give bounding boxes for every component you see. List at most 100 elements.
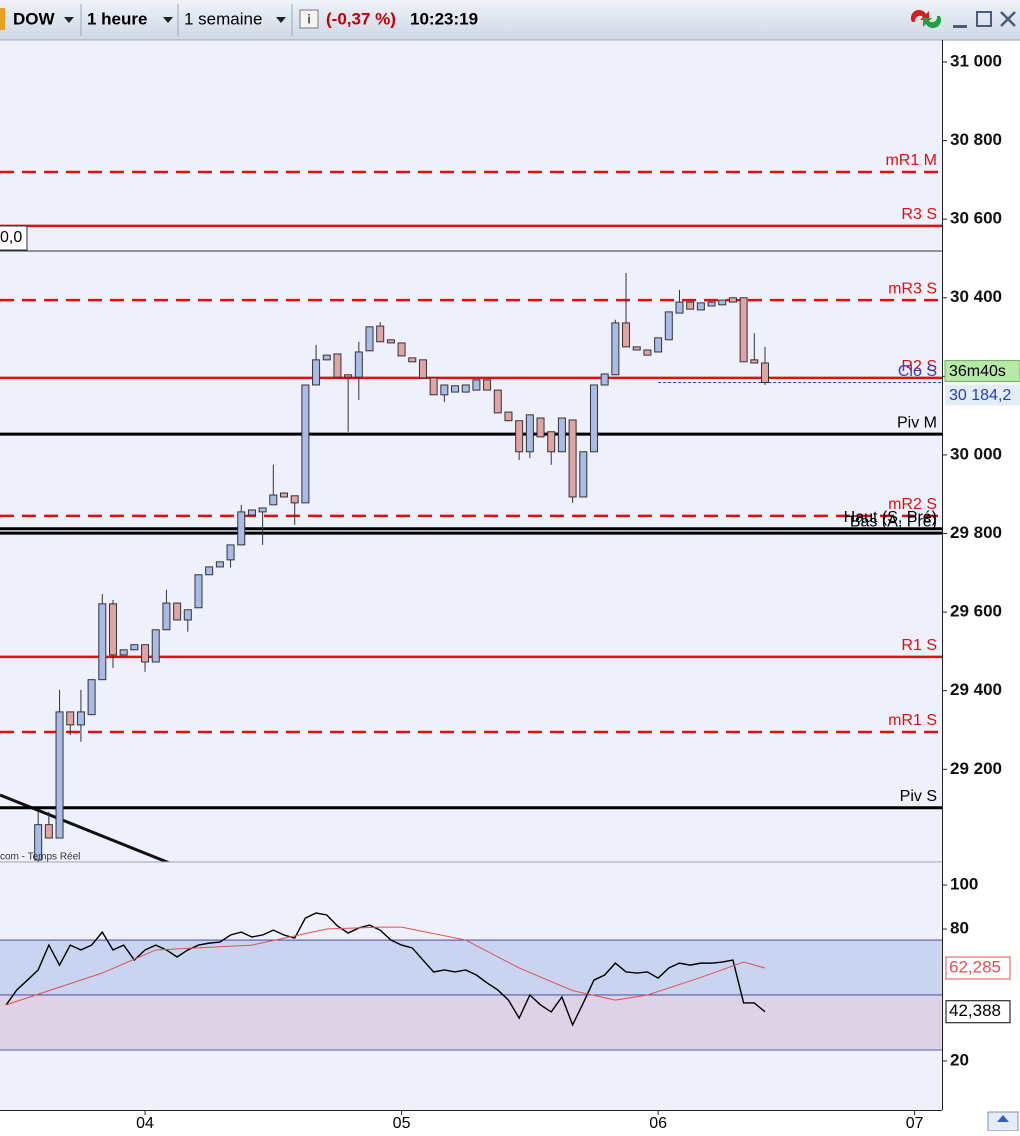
info-button[interactable] [299, 9, 319, 29]
candle-body [696, 302, 705, 311]
y-tick-label: 30 000 [950, 444, 1002, 463]
candle-body [269, 494, 278, 506]
level-label: Piv S [900, 788, 937, 805]
value-box [945, 956, 1011, 980]
value-label: 42,388 [949, 1001, 1001, 1020]
candle-body [451, 385, 460, 393]
level-label: Haut (S, Pré) [844, 509, 937, 526]
candle-body [632, 346, 641, 351]
candle-body [429, 377, 438, 396]
candle-body [600, 373, 609, 386]
x-tick-label: 07 [906, 1115, 924, 1131]
y-tick-label: 29 800 [950, 523, 1002, 542]
interval-dropdown[interactable]: 1 heure [87, 9, 173, 28]
candle-body [440, 384, 449, 396]
candle-body [108, 603, 117, 656]
candle-body [119, 649, 128, 656]
price-panel [0, 170, 942, 862]
candle-body [707, 301, 716, 307]
dropdown-arrow[interactable] [276, 17, 286, 23]
scroll-icon[interactable] [997, 1115, 1009, 1122]
y-tick-label: 30 400 [950, 287, 1002, 306]
minimize-button[interactable] [953, 25, 967, 28]
interval[interactable]: 1 heure [87, 9, 147, 28]
countdown: 36m40s [949, 363, 1006, 380]
candle-body [173, 602, 182, 621]
logo [0, 8, 5, 30]
candle-body [162, 602, 171, 631]
last-price: 30 184,2 [949, 387, 1011, 404]
symbol-dropdown[interactable]: DOW [13, 9, 74, 28]
y-tick-label: 29 200 [950, 759, 1002, 778]
refresh-icon[interactable] [923, 16, 942, 29]
y-tick-label: 30 600 [950, 209, 1002, 228]
candle-body [258, 507, 267, 513]
candle-body [87, 679, 96, 716]
candle-body [675, 301, 684, 314]
candle-body [408, 357, 417, 363]
rsi-line [5, 926, 766, 1006]
candle-body [66, 711, 75, 726]
level-label: Bas (A, Pré) [850, 513, 937, 530]
candle-body [280, 492, 289, 498]
candle-body [760, 362, 769, 384]
y-tick-label: 29 600 [950, 602, 1002, 621]
change: (-0,37 %) [326, 9, 396, 28]
x-tick-label: 05 [393, 1115, 411, 1131]
level-label: R3 S [901, 206, 937, 223]
y-tick-label: 30 800 [950, 130, 1002, 149]
level-label: mR3 S [888, 280, 937, 297]
candle-body [397, 342, 406, 357]
close-button[interactable] [1000, 11, 1016, 27]
value-box [945, 1000, 1011, 1024]
candle-body [536, 417, 545, 438]
candle-body [686, 301, 695, 310]
countdown-box [944, 360, 1020, 383]
candle-body [98, 603, 107, 681]
dropdown-arrow[interactable] [163, 17, 173, 23]
candle-body [525, 414, 534, 453]
symbol[interactable]: DOW [13, 9, 56, 28]
value-label: 62,285 [949, 957, 1001, 976]
dropdown-arrow[interactable] [64, 17, 74, 23]
level-label: R1 S [901, 637, 937, 654]
price-box [945, 384, 1020, 406]
candle-body [547, 431, 556, 453]
candle-body [76, 711, 85, 726]
level-label: Clo S [898, 363, 937, 380]
toolbar [0, 0, 1020, 40]
candle-body [728, 297, 737, 303]
y-tick-label: 80 [950, 919, 969, 938]
candle-body [718, 299, 727, 306]
level-label: mR1 S [888, 712, 937, 729]
range-dropdown[interactable]: 1 semaine [184, 9, 286, 28]
y-tick-label: 31 000 [950, 51, 1002, 70]
price-axis [943, 41, 1020, 1110]
rsi-line [5, 912, 766, 1027]
range[interactable]: 1 semaine [184, 9, 262, 28]
candle-body [215, 561, 224, 568]
candle-body [568, 419, 577, 498]
candle-body [557, 417, 566, 453]
x-tick-label: 04 [136, 1115, 154, 1131]
y-tick-label: 100 [950, 875, 978, 894]
candle-body [589, 384, 598, 453]
value-box [0, 225, 28, 251]
candle-body [237, 511, 246, 546]
candle-body [654, 337, 663, 353]
candle-body [141, 644, 150, 663]
candle-body [461, 384, 470, 393]
candle-body [290, 495, 299, 504]
level-label: R2 S [901, 358, 937, 375]
candle-body [643, 349, 652, 356]
x-tick-label: 06 [649, 1115, 667, 1131]
band [0, 940, 942, 996]
info-icon[interactable]: i [307, 11, 311, 26]
candle-body [205, 566, 214, 576]
candle-body [365, 326, 374, 352]
level-label: mR1 M [885, 152, 937, 169]
candle-body [344, 374, 353, 378]
candle-body [34, 824, 43, 861]
maximize-button[interactable] [976, 11, 992, 27]
